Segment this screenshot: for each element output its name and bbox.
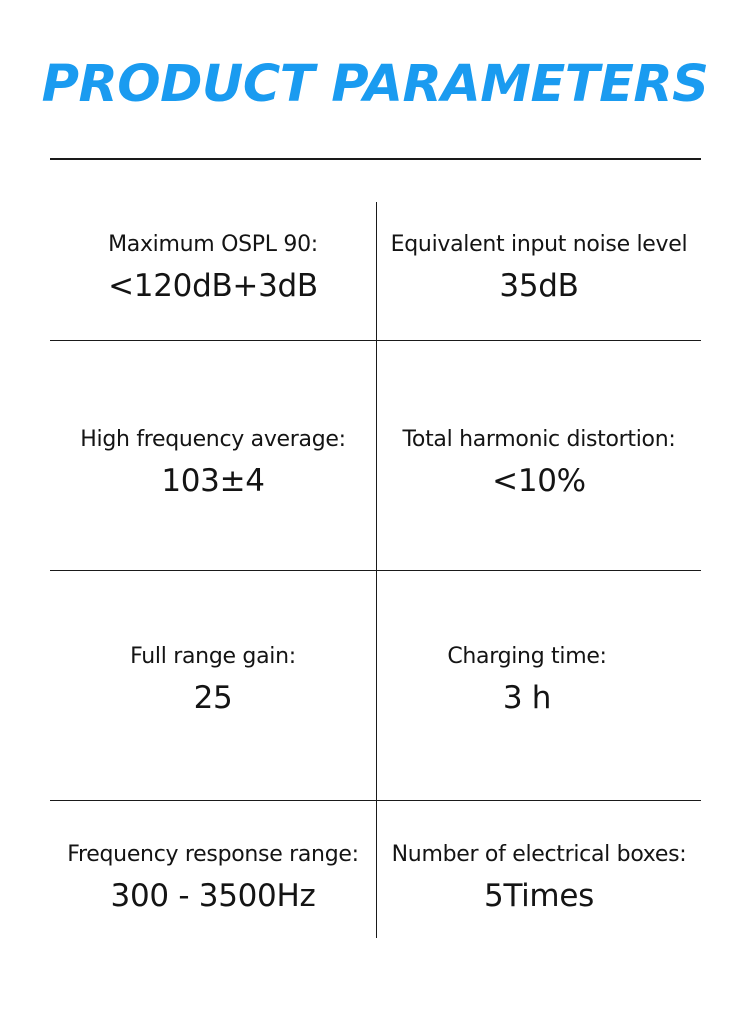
param-label: Total harmonic distortion: — [402, 427, 676, 452]
row-divider-1 — [50, 340, 701, 341]
param-value: 103±4 — [161, 463, 265, 499]
param-high-frequency-average: High frequency average: 103±4 — [50, 425, 376, 503]
param-label: Charging time: — [447, 644, 607, 669]
param-value: <10% — [492, 463, 586, 499]
param-full-range-gain: Full range gain: 25 — [50, 642, 376, 720]
param-frequency-response-range: Frequency response range: 300 - 3500Hz — [50, 840, 376, 918]
param-label: Number of electrical boxes: — [391, 842, 687, 867]
param-label: Equivalent input noise level — [390, 232, 688, 257]
row-divider-2 — [50, 570, 701, 571]
param-max-ospl: Maximum OSPL 90: <120dB+3dB — [50, 230, 376, 308]
title-underline — [50, 158, 701, 160]
param-label: Maximum OSPL 90: — [108, 232, 318, 257]
param-input-noise: Equivalent input noise level 35dB — [377, 230, 701, 308]
param-value: 3 h — [502, 680, 552, 716]
param-value: 35dB — [499, 268, 579, 304]
param-label: Full range gain: — [130, 644, 296, 669]
param-label: Frequency response range: — [67, 842, 359, 867]
param-value: 5Times — [484, 878, 594, 914]
param-value: <120dB+3dB — [108, 268, 318, 304]
param-label: High frequency average: — [80, 427, 346, 452]
param-charging-time: Charging time: 3 h — [377, 642, 677, 720]
param-electrical-boxes: Number of electrical boxes: 5Times — [377, 840, 701, 918]
param-value: 25 — [193, 680, 233, 716]
param-value: 300 - 3500Hz — [110, 878, 316, 914]
row-divider-3 — [50, 800, 701, 801]
page-title: PRODUCT PARAMETERS — [41, 55, 709, 114]
param-harmonic-distortion: Total harmonic distortion: <10% — [377, 425, 701, 503]
